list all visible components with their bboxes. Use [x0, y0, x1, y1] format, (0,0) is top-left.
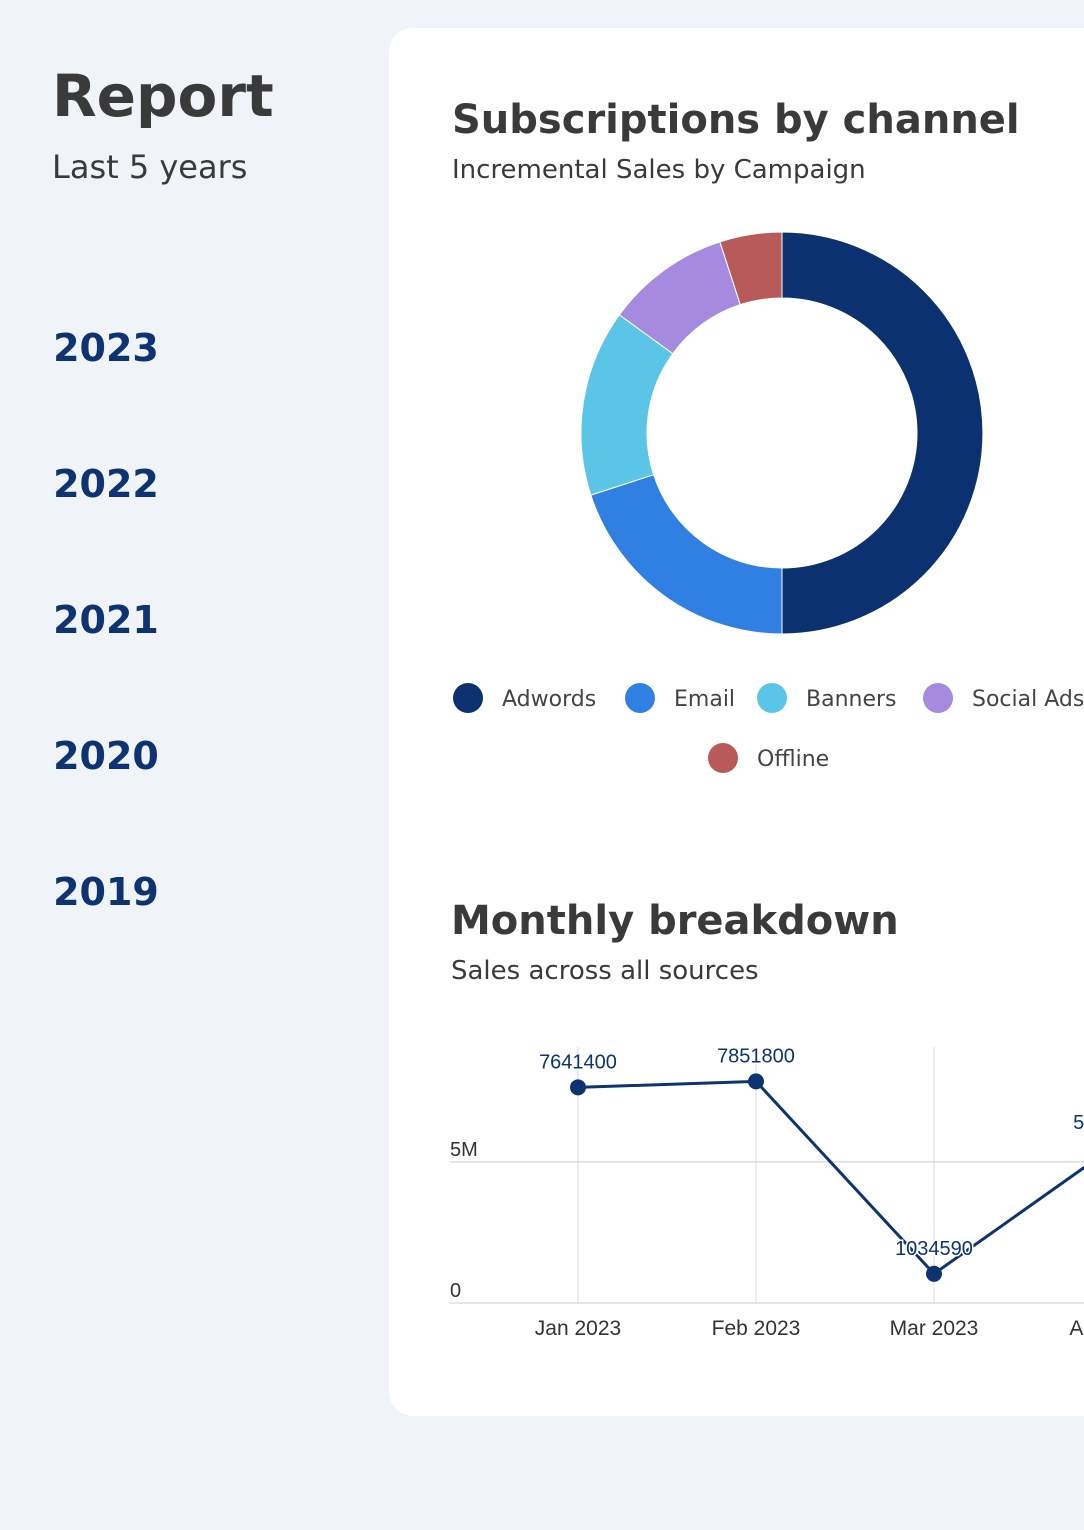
card [389, 28, 1084, 1416]
data-label: 7851800 [717, 1045, 795, 1067]
legend-swatch [453, 683, 483, 713]
legend-swatch [923, 683, 953, 713]
legend-label: Email [674, 687, 735, 712]
legend-label: Social Ads [972, 687, 1084, 712]
point [748, 1073, 764, 1090]
year-link[interactable]: 2021 [53, 598, 159, 642]
point [570, 1079, 586, 1096]
chart-subtitle: Incremental Sales by Campaign [452, 155, 866, 185]
legend-label: Offline [757, 747, 829, 772]
y-tick-label: 5M [450, 1139, 478, 1161]
donut-slice [781, 231, 984, 635]
legend-swatch [625, 683, 655, 713]
chart-title: Subscriptions by channel [452, 97, 1020, 143]
line [577, 1079, 1084, 1276]
data-label: 7641400 [539, 1051, 617, 1073]
x-tick-label: Mar 2023 [890, 1317, 979, 1340]
chart-subtitle: Sales across all sources [451, 956, 759, 986]
x-tick-label: Jan 2023 [535, 1317, 621, 1340]
year-link[interactable]: 2022 [53, 462, 159, 506]
y-tick-label: 0 [450, 1280, 461, 1302]
donut-slice [719, 231, 783, 306]
chart-title: Monthly breakdown [451, 898, 899, 944]
legend-swatch [757, 683, 787, 713]
legend-swatch [708, 743, 738, 773]
year-link[interactable]: 2023 [53, 326, 159, 370]
x-tick-label: Apr 2023 [1069, 1317, 1084, 1340]
report-title: Report [52, 62, 274, 130]
legend-label: Banners [806, 687, 897, 712]
year-link[interactable]: 2020 [53, 734, 159, 778]
x-tick-label: Feb 2023 [712, 1317, 801, 1340]
report-subtitle: Last 5 years [52, 148, 247, 186]
data-label: 1034590 [895, 1238, 973, 1260]
year-link[interactable]: 2019 [53, 870, 159, 914]
legend-label: Adwords [502, 687, 596, 712]
data-label: 5500000 [1073, 1112, 1084, 1134]
point [926, 1265, 942, 1282]
